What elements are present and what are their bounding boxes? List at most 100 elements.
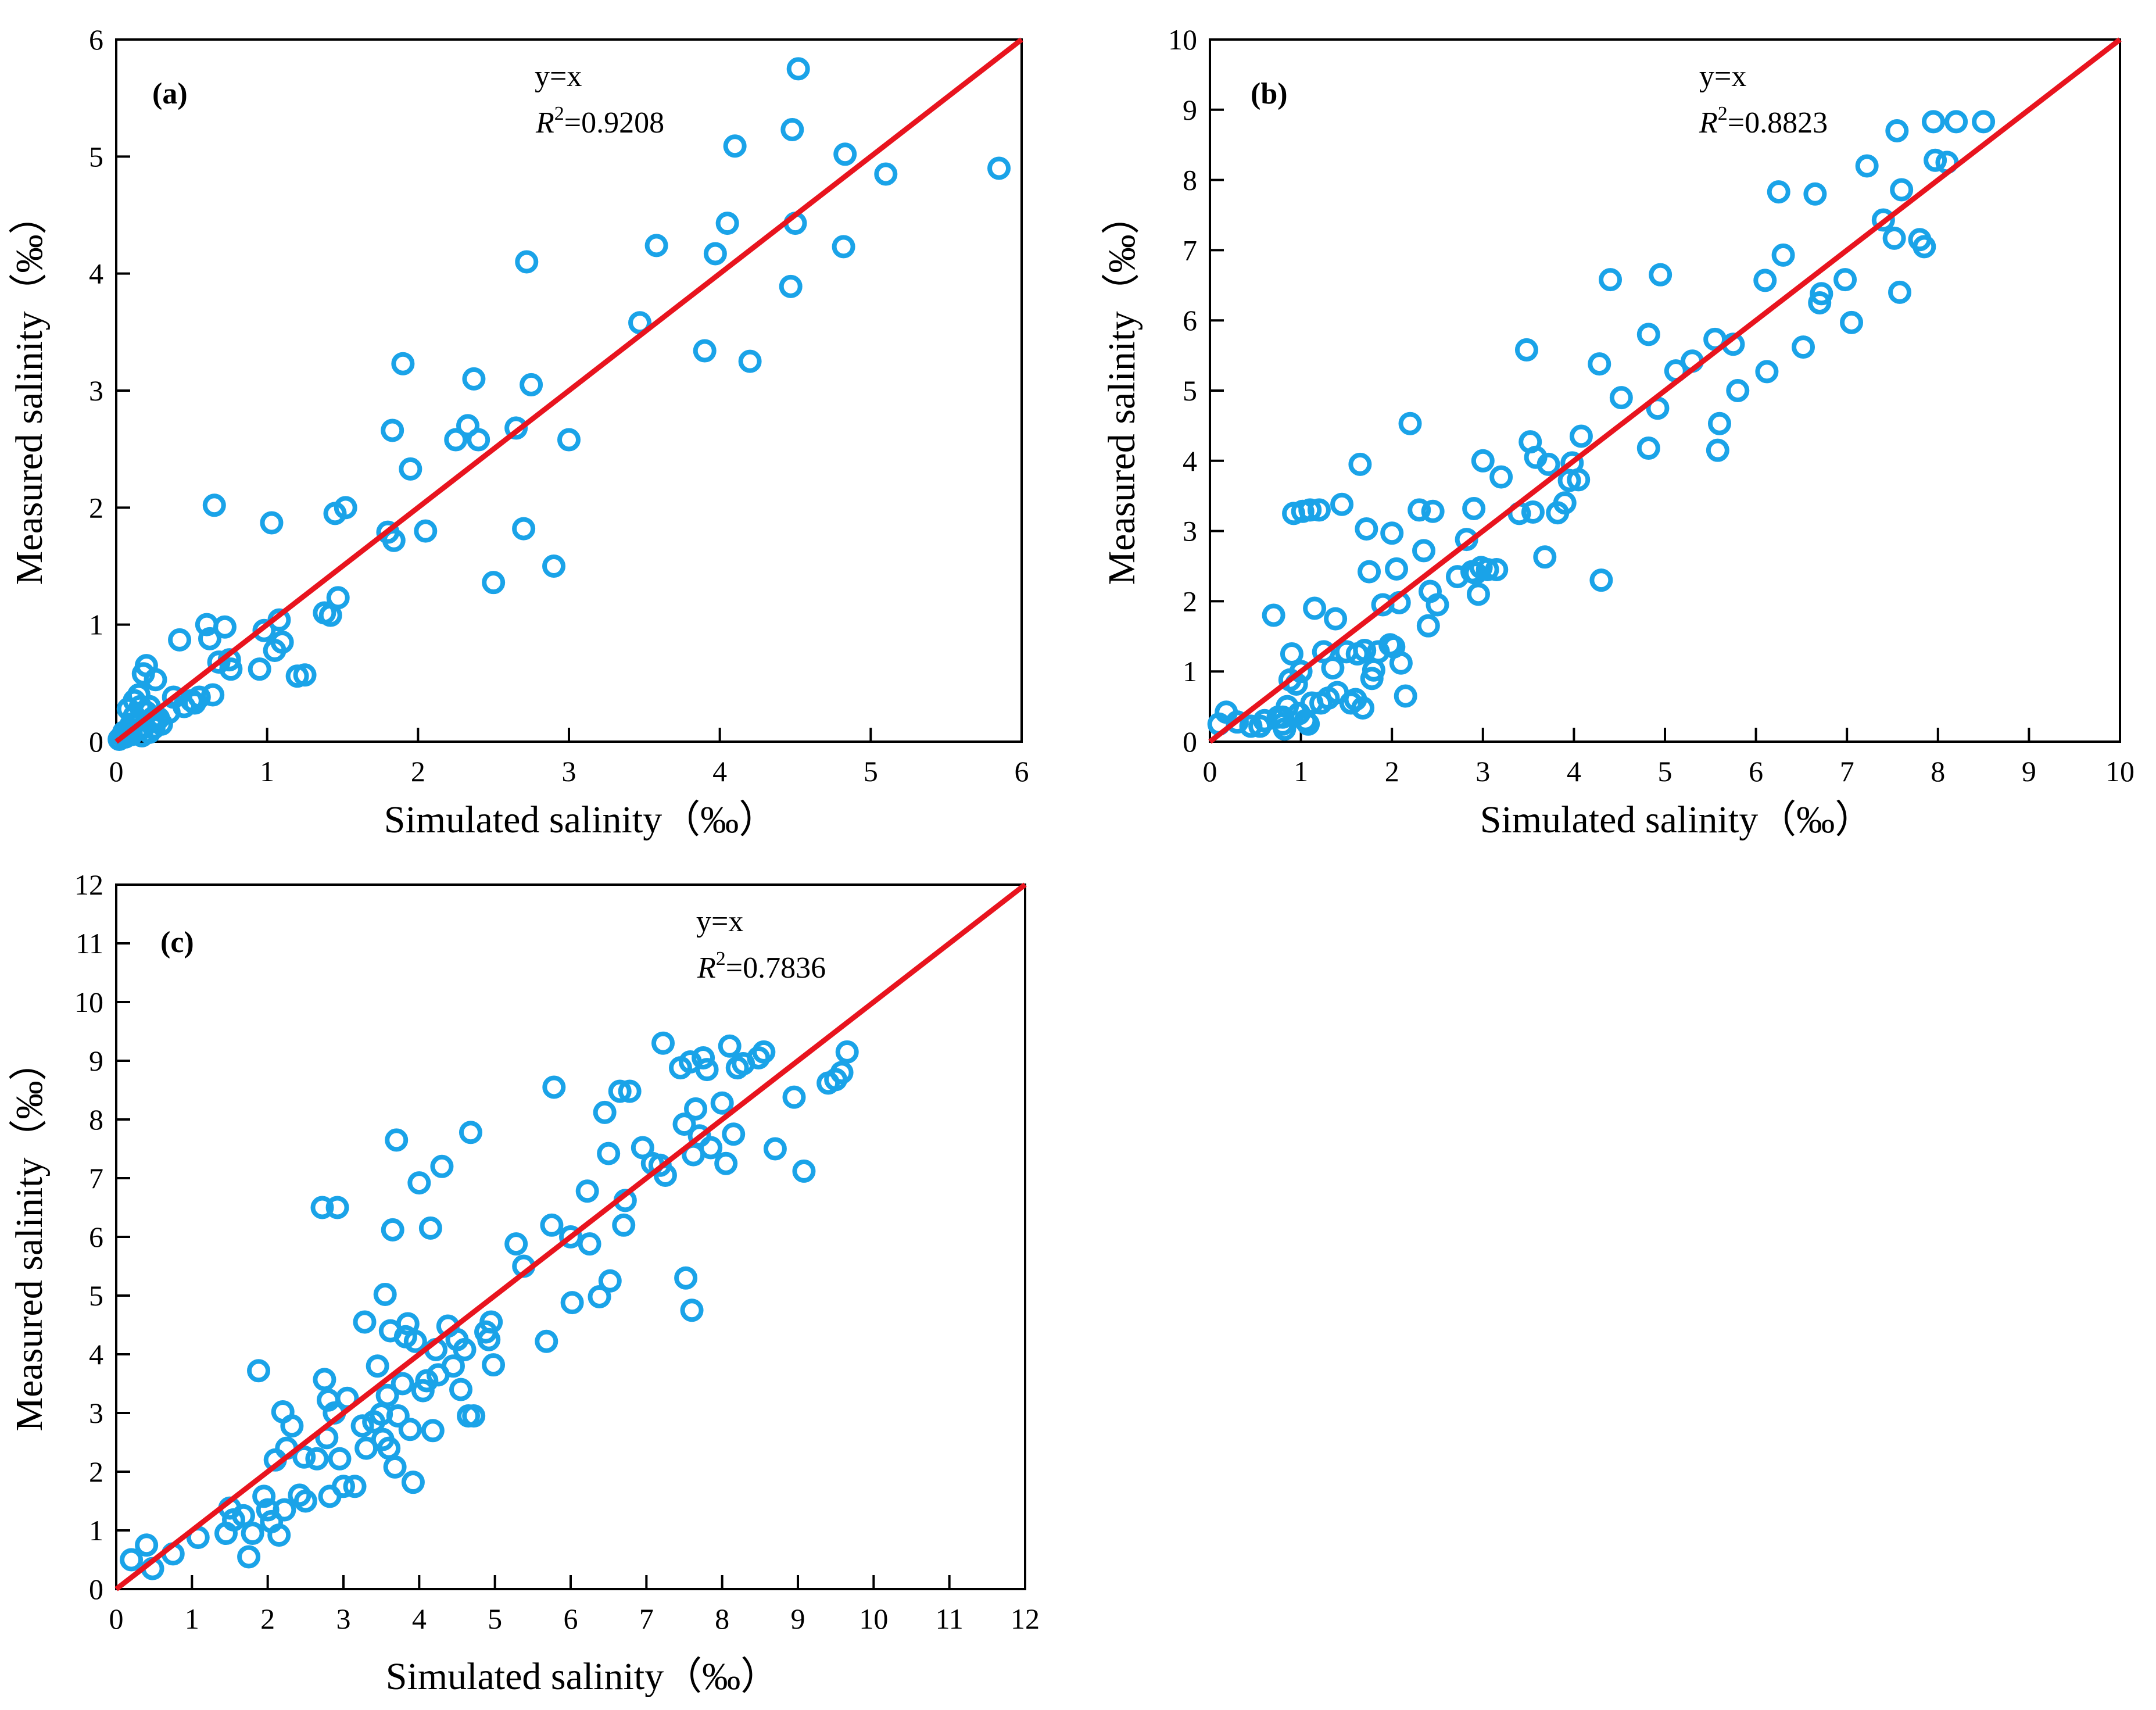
- data-point: [479, 1310, 503, 1334]
- data-point: [1588, 352, 1611, 376]
- y-tick-label: 8: [89, 1103, 103, 1136]
- data-point: [515, 250, 539, 274]
- data-point: [1808, 291, 1832, 314]
- data-point: [482, 1353, 506, 1377]
- data-point: [120, 1548, 144, 1572]
- data-point: [535, 1329, 558, 1353]
- data-point: [1289, 660, 1313, 684]
- data-point: [305, 1447, 329, 1471]
- y-tick-label: 5: [89, 140, 103, 173]
- y-tick-label: 4: [1183, 445, 1197, 477]
- data-point: [383, 1455, 407, 1479]
- data-point: [453, 1337, 477, 1361]
- panel-label: (c): [160, 926, 194, 959]
- data-point: [237, 1545, 261, 1569]
- data-point: [385, 1128, 409, 1152]
- y-tick-label: 7: [1183, 234, 1197, 266]
- data-point: [779, 274, 803, 298]
- data-point: [1421, 499, 1445, 523]
- data-point: [1464, 561, 1488, 585]
- data-point: [1882, 226, 1906, 250]
- x-tick-label: 12: [1011, 1602, 1040, 1635]
- data-point: [1485, 558, 1509, 582]
- line-equation-label: y=x: [1699, 60, 1746, 93]
- data-point: [313, 1368, 336, 1391]
- data-point: [1636, 323, 1660, 346]
- y-tick-label: 12: [74, 868, 103, 901]
- x-tick-label: 9: [2022, 755, 2036, 788]
- x-tick-label: 9: [791, 1602, 805, 1635]
- data-point: [1280, 642, 1303, 666]
- data-point: [1767, 180, 1790, 204]
- data-point: [588, 1285, 611, 1309]
- data-point: [467, 428, 490, 452]
- data-point: [334, 496, 357, 520]
- data-point: [1348, 452, 1372, 476]
- data-point: [1589, 568, 1613, 592]
- data-point: [722, 1122, 746, 1146]
- data-point: [542, 1075, 566, 1099]
- data-point: [326, 586, 350, 610]
- data-point: [1755, 360, 1779, 384]
- data-point: [292, 1445, 316, 1469]
- data-point: [1303, 596, 1327, 620]
- y-tick-label: 3: [1183, 515, 1197, 548]
- data-point: [459, 1121, 482, 1144]
- data-point: [381, 418, 404, 442]
- data-point: [1394, 684, 1417, 708]
- chart-panel-1: 0 1 2 3 4 5 6 0 1 2 3 4 5 6 Simulated salinity（‰） Measu…: [8, 23, 1029, 841]
- data-point: [1533, 545, 1557, 569]
- data-point: [1855, 154, 1879, 178]
- data-point: [373, 1282, 397, 1306]
- x-axis-title: Simulated salinity（‰）: [386, 1655, 779, 1698]
- y-tick-label: 1: [89, 609, 103, 641]
- data-point: [1385, 557, 1409, 581]
- data-point: [575, 1179, 599, 1203]
- fit-line-y-equals-x: [114, 882, 1027, 1591]
- line-equation-label: y=x: [535, 60, 582, 93]
- data-point: [557, 428, 581, 452]
- data-point: [1398, 412, 1422, 435]
- data-point: [1426, 593, 1449, 617]
- x-tick-label: 4: [712, 755, 727, 788]
- data-point: [560, 1291, 584, 1315]
- data-point: [198, 627, 221, 650]
- x-tick-label: 0: [1203, 755, 1217, 788]
- data-point: [832, 235, 855, 259]
- data-point: [1514, 338, 1538, 362]
- x-tick-label: 8: [1931, 755, 1945, 788]
- y-tick-label: 6: [89, 23, 103, 56]
- data-point: [833, 142, 857, 166]
- data-point: [608, 1079, 632, 1103]
- data-point: [1972, 110, 1996, 134]
- data-point: [1380, 521, 1404, 545]
- y-tick-label: 6: [89, 1221, 103, 1253]
- data-point: [1462, 496, 1486, 520]
- data-point: [144, 668, 167, 692]
- data-point: [1389, 651, 1413, 675]
- data-point: [462, 1404, 486, 1428]
- data-point: [618, 1079, 642, 1103]
- data-point: [403, 1329, 427, 1353]
- x-tick-label: 11: [936, 1602, 964, 1635]
- data-point: [874, 162, 898, 186]
- data-point: [738, 349, 762, 373]
- data-point: [270, 630, 294, 654]
- data-point: [1537, 452, 1560, 476]
- data-point: [835, 1040, 859, 1064]
- data-point: [418, 1216, 442, 1240]
- data-point: [1803, 182, 1827, 206]
- data-point: [703, 242, 727, 266]
- data-point: [520, 373, 543, 396]
- data-point: [1753, 269, 1777, 292]
- data-point: [260, 511, 284, 535]
- y-tick-label: 3: [89, 1397, 103, 1429]
- data-point: [598, 1269, 622, 1293]
- data-point: [628, 311, 652, 335]
- data-point: [398, 1418, 422, 1441]
- data-point: [1358, 560, 1381, 584]
- data-point: [1298, 498, 1322, 522]
- data-point: [421, 1419, 445, 1443]
- x-tick-label: 4: [1567, 755, 1581, 788]
